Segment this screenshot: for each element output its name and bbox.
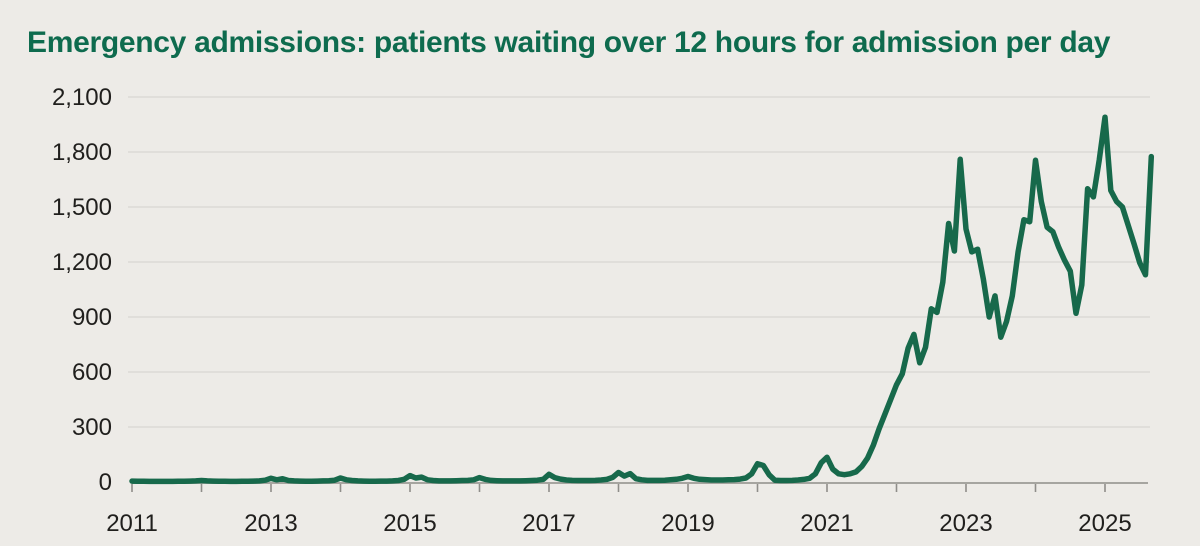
y-axis-tick-label: 1,200	[52, 249, 112, 276]
data-line	[129, 114, 1155, 485]
x-axis-tick-label: 2017	[522, 510, 575, 537]
x-axis-tick-label: 2023	[939, 510, 992, 537]
x-axis-tick-label: 2019	[661, 510, 714, 537]
x-axis-tick-label: 2015	[383, 510, 436, 537]
chart-title: Emergency admissions: patients waiting o…	[27, 26, 1111, 59]
y-axis-tick-label: 1,500	[52, 194, 112, 221]
y-axis-tick-label: 2,100	[52, 84, 112, 111]
y-axis-tick-label: 900	[72, 304, 112, 331]
y-axis-tick-label: 0	[99, 469, 112, 496]
y-axis-tick-label: 1,800	[52, 139, 112, 166]
x-axis-tick-label: 2021	[800, 510, 853, 537]
x-axis-tick-label: 2011	[106, 510, 158, 537]
y-axis-tick-label: 300	[72, 414, 112, 441]
y-axis-tick-label: 600	[72, 359, 112, 386]
x-axis-tick-label: 2013	[244, 510, 297, 537]
x-axis-tick-label: 2025	[1078, 510, 1131, 537]
